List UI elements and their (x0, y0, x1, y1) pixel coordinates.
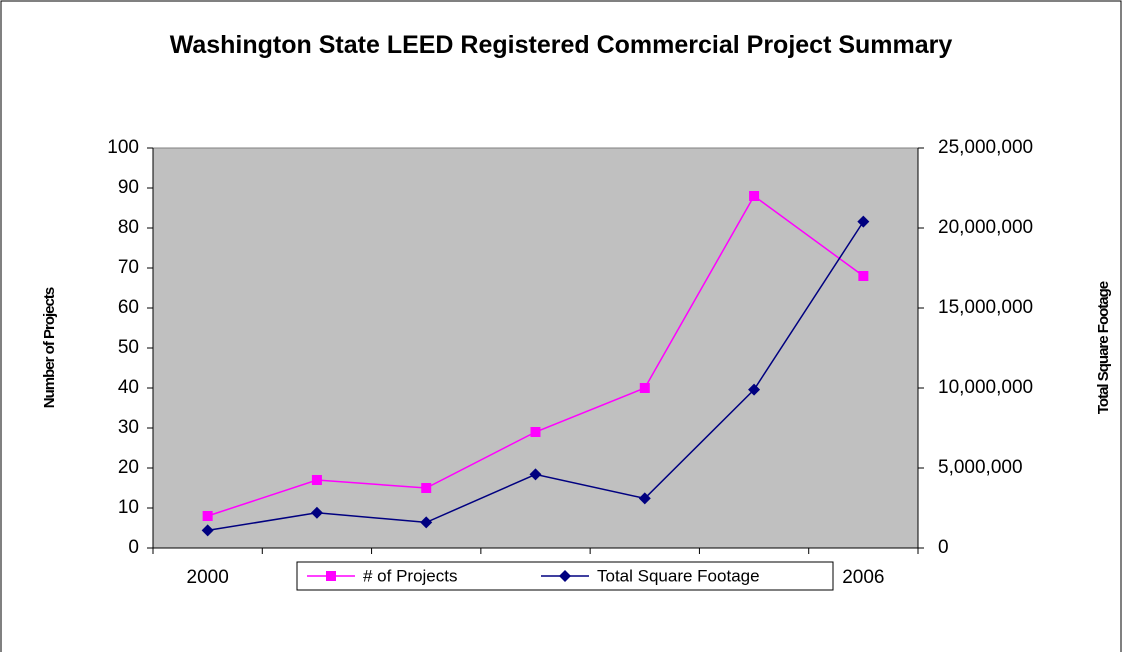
data-point (749, 191, 760, 201)
data-point (748, 383, 761, 396)
y-tick-label: 0 (128, 537, 139, 558)
y-tick-label: 80 (118, 217, 139, 238)
data-point (201, 524, 214, 537)
y-tick-label: 60 (118, 297, 139, 318)
x-tick-label: 2006 (842, 567, 884, 588)
chart-title: Washington State LEED Registered Commerc… (169, 31, 953, 59)
y-tick-label: 30 (118, 417, 139, 438)
y2-axis-title: Total Square Footage (1095, 281, 1112, 414)
data-point (639, 383, 650, 393)
data-point (420, 516, 433, 529)
x-tick-label: 2000 (187, 567, 229, 588)
legend-marker (559, 570, 571, 582)
data-point (530, 427, 541, 437)
plot-area (152, 147, 919, 549)
legend-label: Total Square Footage (597, 566, 760, 585)
data-point (310, 506, 323, 519)
y-tick-label: 90 (118, 177, 139, 198)
y-tick-label: 50 (118, 337, 139, 358)
y-tick-label: 20 (118, 457, 139, 478)
data-point (202, 511, 213, 521)
legend-marker (326, 571, 336, 581)
legend-label: # of Projects (363, 566, 458, 585)
y-axis-title: Number of Projects (41, 287, 58, 408)
data-point (421, 483, 432, 493)
data-point (638, 492, 651, 505)
y-tick-label: 40 (118, 377, 139, 398)
data-point (858, 271, 869, 281)
y-tick-label: 100 (107, 137, 139, 158)
data-point (311, 475, 322, 485)
y2-tick-label: 10,000,000 (938, 377, 1033, 398)
y2-tick-label: 15,000,000 (938, 297, 1033, 318)
y2-tick-label: 20,000,000 (938, 217, 1033, 238)
y2-tick-label: 5,000,000 (938, 457, 1023, 478)
y-tick-label: 10 (118, 497, 139, 518)
y-tick-label: 70 (118, 257, 139, 278)
data-point (857, 215, 870, 228)
data-point (529, 468, 542, 481)
y2-tick-label: 0 (938, 537, 949, 558)
y2-tick-label: 25,000,000 (938, 137, 1033, 158)
